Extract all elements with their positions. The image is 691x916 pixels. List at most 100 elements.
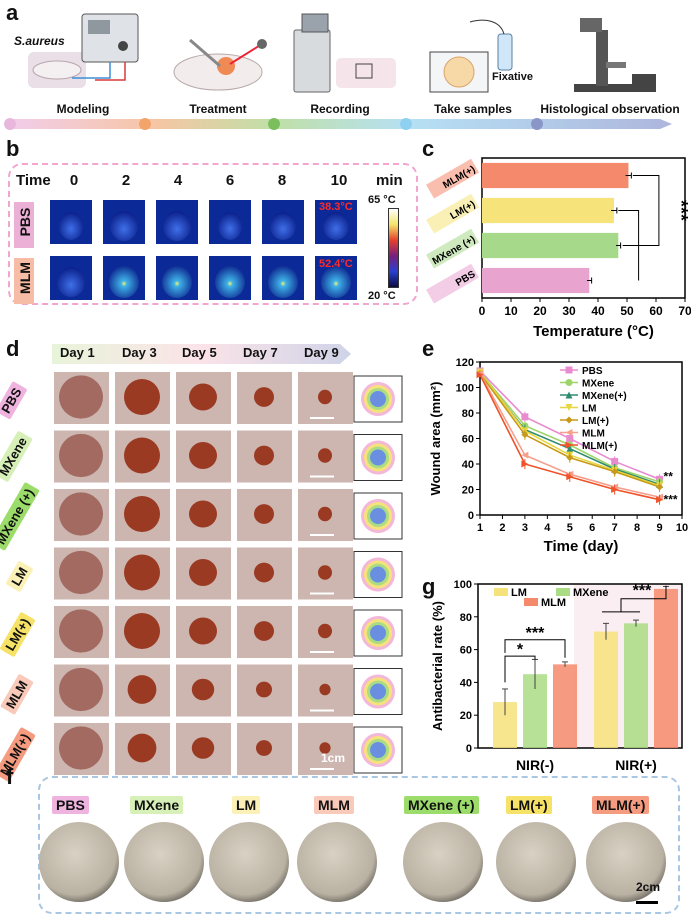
chart-e-ytick-label: 20 [462, 485, 474, 497]
panel-label-d: d [6, 336, 20, 361]
wound-trace-day7 [370, 449, 386, 466]
chart-g-bar [654, 588, 678, 748]
chart-c-sig-bracket-inner [618, 210, 640, 281]
wound-spot [254, 445, 274, 466]
chart-g-ytick-label: 40 [460, 677, 472, 689]
modeling-illustration [28, 13, 139, 88]
wound-spot [191, 678, 215, 701]
chart-e-point [611, 457, 619, 465]
wound-spot [59, 433, 103, 478]
wound-spot [254, 621, 274, 641]
wound-spot [318, 565, 332, 580]
temperature-colorbar [388, 208, 399, 288]
chart-e-xtick-label: 1 [477, 522, 483, 534]
chart-c-frame [481, 157, 686, 299]
plate-mxene [124, 822, 204, 902]
plate-label-lm: LM [232, 796, 261, 814]
time-8: 8 [277, 172, 287, 189]
plate-label-mlm-plus: MLM(+) [592, 796, 650, 814]
wound-spot [189, 500, 217, 528]
chart-g-legend-swatch [556, 588, 570, 596]
chart-e-xtick-label: 4 [544, 522, 551, 534]
chart-e-point [611, 468, 619, 476]
chart-e-point [521, 451, 529, 459]
chart-e-xtick-label: 5 [567, 522, 573, 534]
wound-spot [254, 504, 274, 524]
chart-e-point [566, 435, 574, 442]
wound-spot [318, 389, 332, 405]
chart-c-bar [482, 162, 629, 189]
chart-g-bar [624, 623, 648, 748]
wound-spot [254, 562, 274, 583]
wound-scale-bar [310, 592, 334, 595]
unit-label: min [376, 172, 403, 189]
step-treatment: Treatment [189, 102, 247, 116]
plate-lm [209, 822, 289, 902]
chart-e-point [656, 483, 664, 491]
wound-spot [189, 383, 217, 411]
chart-c-xtick-label: 40 [591, 304, 605, 318]
wound-spot [319, 683, 331, 696]
day-5: Day 5 [182, 345, 217, 360]
chart-e-ytick-label: 120 [456, 357, 474, 369]
chart-e-ytick-label: 40 [462, 459, 474, 471]
chart-c-category-bg [426, 263, 480, 304]
panel-label-b: b [6, 136, 20, 161]
chart-c-significance: *** [671, 200, 691, 221]
wound-trace-day7 [370, 683, 386, 700]
row-label-pbs-bg [14, 202, 34, 248]
chart-g-antibacterial: 0 20 40 60 80 100 Antibacterial rate (%) NIR(-)… [430, 579, 683, 773]
panel-f-frame [38, 776, 680, 914]
wound-spot [189, 617, 217, 645]
scale-min-label: 20 °C [368, 290, 396, 302]
time-6: 6 [225, 172, 235, 189]
chart-g-ytick-label: 80 [460, 612, 472, 624]
plate-label-mxene: MXene [130, 796, 184, 814]
chart-c-sig-bracket-outer [622, 175, 660, 246]
timeline-dot-4 [400, 118, 412, 130]
wound-trace-day7 [370, 625, 386, 641]
fixative-label: Fixative [492, 71, 533, 83]
chart-g-bar [553, 664, 577, 748]
wound-photo-grid [54, 372, 403, 775]
mlm-final-temp: 52.4°C [319, 258, 353, 270]
timeline-arrow [4, 118, 672, 130]
chart-g-sig-bracket [620, 585, 667, 612]
chart-c-xtick-label: 70 [678, 304, 691, 318]
wound-spot [124, 437, 160, 474]
wound-scale-bar [310, 709, 334, 712]
chart-e-frame [479, 361, 683, 516]
day-7: Day 7 [243, 345, 278, 360]
chart-c-xtick-label: 30 [562, 304, 576, 318]
wound-spot [256, 681, 272, 698]
chart-g-category-label: NIR(+) [615, 757, 657, 773]
wound-spot [127, 733, 157, 763]
row-label-mlm-bg [14, 258, 34, 304]
wound-trace-day7 [370, 391, 386, 407]
wound-spot [318, 623, 332, 639]
panel-label-g: g [422, 574, 436, 599]
chart-g-legend-label: LM [511, 587, 527, 599]
group-label-lm: LM [5, 560, 34, 593]
chart-e-legend-label: PBS [582, 366, 603, 377]
wound-spot [318, 448, 332, 463]
wound-trace-day7 [370, 508, 386, 524]
chart-e-point [521, 413, 529, 421]
pbs-final-temp: 38.3°C [319, 201, 353, 213]
plate-label-pbs: PBS [52, 796, 89, 814]
time-0: 0 [69, 172, 79, 189]
plate-label-mlm: MLM [314, 796, 354, 814]
chart-g-ytick-label: 100 [454, 579, 472, 591]
chart-c-xtick-label: 10 [504, 304, 518, 318]
wound-spot [59, 609, 103, 653]
chart-e-ytick-label: 100 [456, 383, 474, 395]
thermal-row-mlm [50, 256, 357, 300]
chart-e-ylabel: Wound area (mm²) [428, 382, 443, 496]
group-label-lm-plus: LM(+) [0, 611, 36, 658]
chart-g-ytick-label: 0 [466, 743, 472, 755]
day-3: Day 3 [122, 345, 157, 360]
day-1: Day 1 [60, 345, 95, 360]
chart-e-annotation: ** [664, 470, 674, 484]
chart-e-point [656, 496, 664, 504]
